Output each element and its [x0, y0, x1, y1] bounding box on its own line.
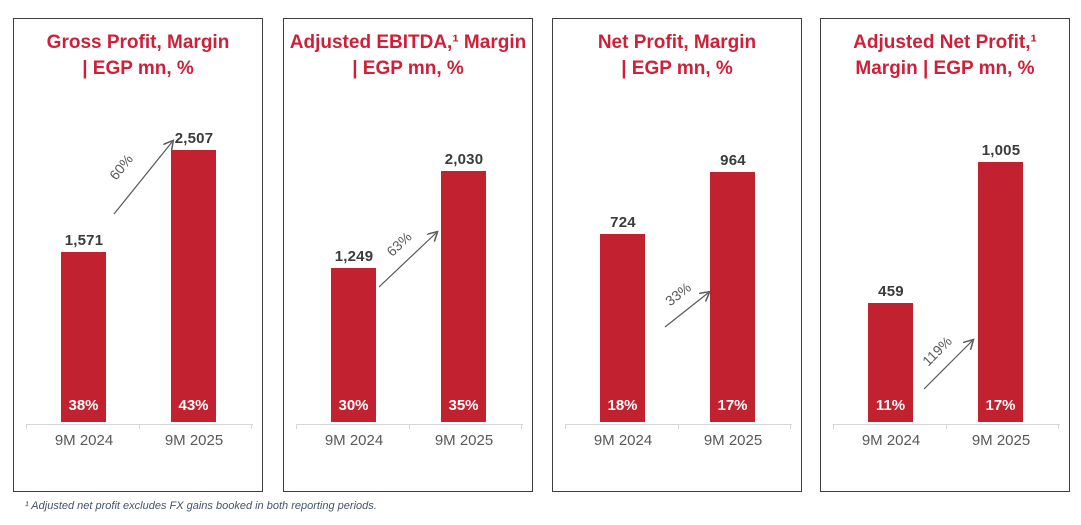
bar-9m-2024	[331, 268, 376, 422]
x-axis-label: 9M 2025	[971, 432, 1031, 449]
axis-tick	[1058, 424, 1059, 429]
growth-percent-label: 60%	[105, 151, 137, 183]
chart-panel: Adjusted EBITDA,¹ Margin | EGP mn, % 1,24…	[283, 18, 533, 492]
chart-panel: Net Profit, Margin | EGP mn, % 724 964 18…	[552, 18, 802, 492]
bar-value-label: 724	[610, 214, 636, 231]
bar-margin-label: 11%	[875, 397, 906, 414]
growth-arrow-icon	[923, 19, 1071, 390]
bar-margin-label: 38%	[68, 397, 99, 414]
chart-panel: Adjusted Net Profit,¹ Margin | EGP mn, % …	[820, 18, 1070, 492]
growth-percent-label: 33%	[661, 279, 694, 309]
bar-9m-2025	[978, 162, 1023, 422]
x-axis-label: 9M 2025	[164, 432, 224, 449]
bar-9m-2025	[441, 171, 486, 422]
bar-margin-label: 17%	[985, 397, 1016, 414]
chart-panel: Gross Profit, Margin | EGP mn, % 1,571 2,…	[13, 18, 263, 492]
axis-tick	[946, 424, 947, 429]
axis-tick	[139, 424, 140, 429]
axis-tick	[296, 424, 297, 429]
bar-9m-2025	[171, 150, 216, 422]
axis-tick	[678, 424, 679, 429]
panel-title: Gross Profit, Margin | EGP mn, %	[46, 32, 230, 79]
panel-title: Net Profit, Margin | EGP mn, %	[597, 32, 757, 79]
bar-9m-2024	[600, 234, 645, 422]
x-axis-label: 9M 2024	[54, 432, 114, 449]
axis-tick	[251, 424, 252, 429]
bar-value-label: 1,571	[64, 232, 104, 249]
x-axis-label: 9M 2025	[703, 432, 763, 449]
x-axis-label: 9M 2024	[593, 432, 653, 449]
axis-tick	[26, 424, 27, 429]
x-axis-label: 9M 2024	[324, 432, 384, 449]
axis-tick	[833, 424, 834, 429]
bar-9m-2025	[710, 172, 755, 422]
bar-margin-label: 18%	[607, 397, 638, 414]
panel-title: Adjusted EBITDA,¹ Margin | EGP mn, %	[289, 32, 527, 79]
bar-value-label: 964	[720, 152, 746, 169]
x-axis-label: 9M 2025	[434, 432, 494, 449]
bar-9m-2024	[868, 303, 913, 422]
bar-margin-label: 17%	[717, 397, 748, 414]
bar-value-label: 2,030	[444, 151, 484, 168]
panel-title: Adjusted Net Profit,¹ Margin | EGP mn, %	[853, 32, 1037, 79]
axis-tick	[521, 424, 522, 429]
bar-9m-2024	[61, 252, 106, 422]
growth-arrow-icon	[113, 19, 264, 215]
bar-margin-label: 43%	[178, 397, 209, 414]
footnote: ¹ Adjusted net profit excludes FX gains …	[25, 500, 377, 512]
bar-margin-label: 30%	[338, 397, 369, 414]
axis-tick	[790, 424, 791, 429]
bar-value-label: 2,507	[174, 130, 214, 147]
bar-value-label: 1,249	[334, 248, 374, 265]
growth-percent-label: 119%	[919, 333, 955, 369]
bar-margin-label: 35%	[448, 397, 479, 414]
growth-arrow-icon	[664, 19, 803, 328]
bar-value-label: 459	[878, 283, 904, 300]
axis-tick	[409, 424, 410, 429]
bar-value-label: 1,005	[981, 142, 1021, 159]
axis-tick	[565, 424, 566, 429]
x-axis-label: 9M 2024	[861, 432, 921, 449]
